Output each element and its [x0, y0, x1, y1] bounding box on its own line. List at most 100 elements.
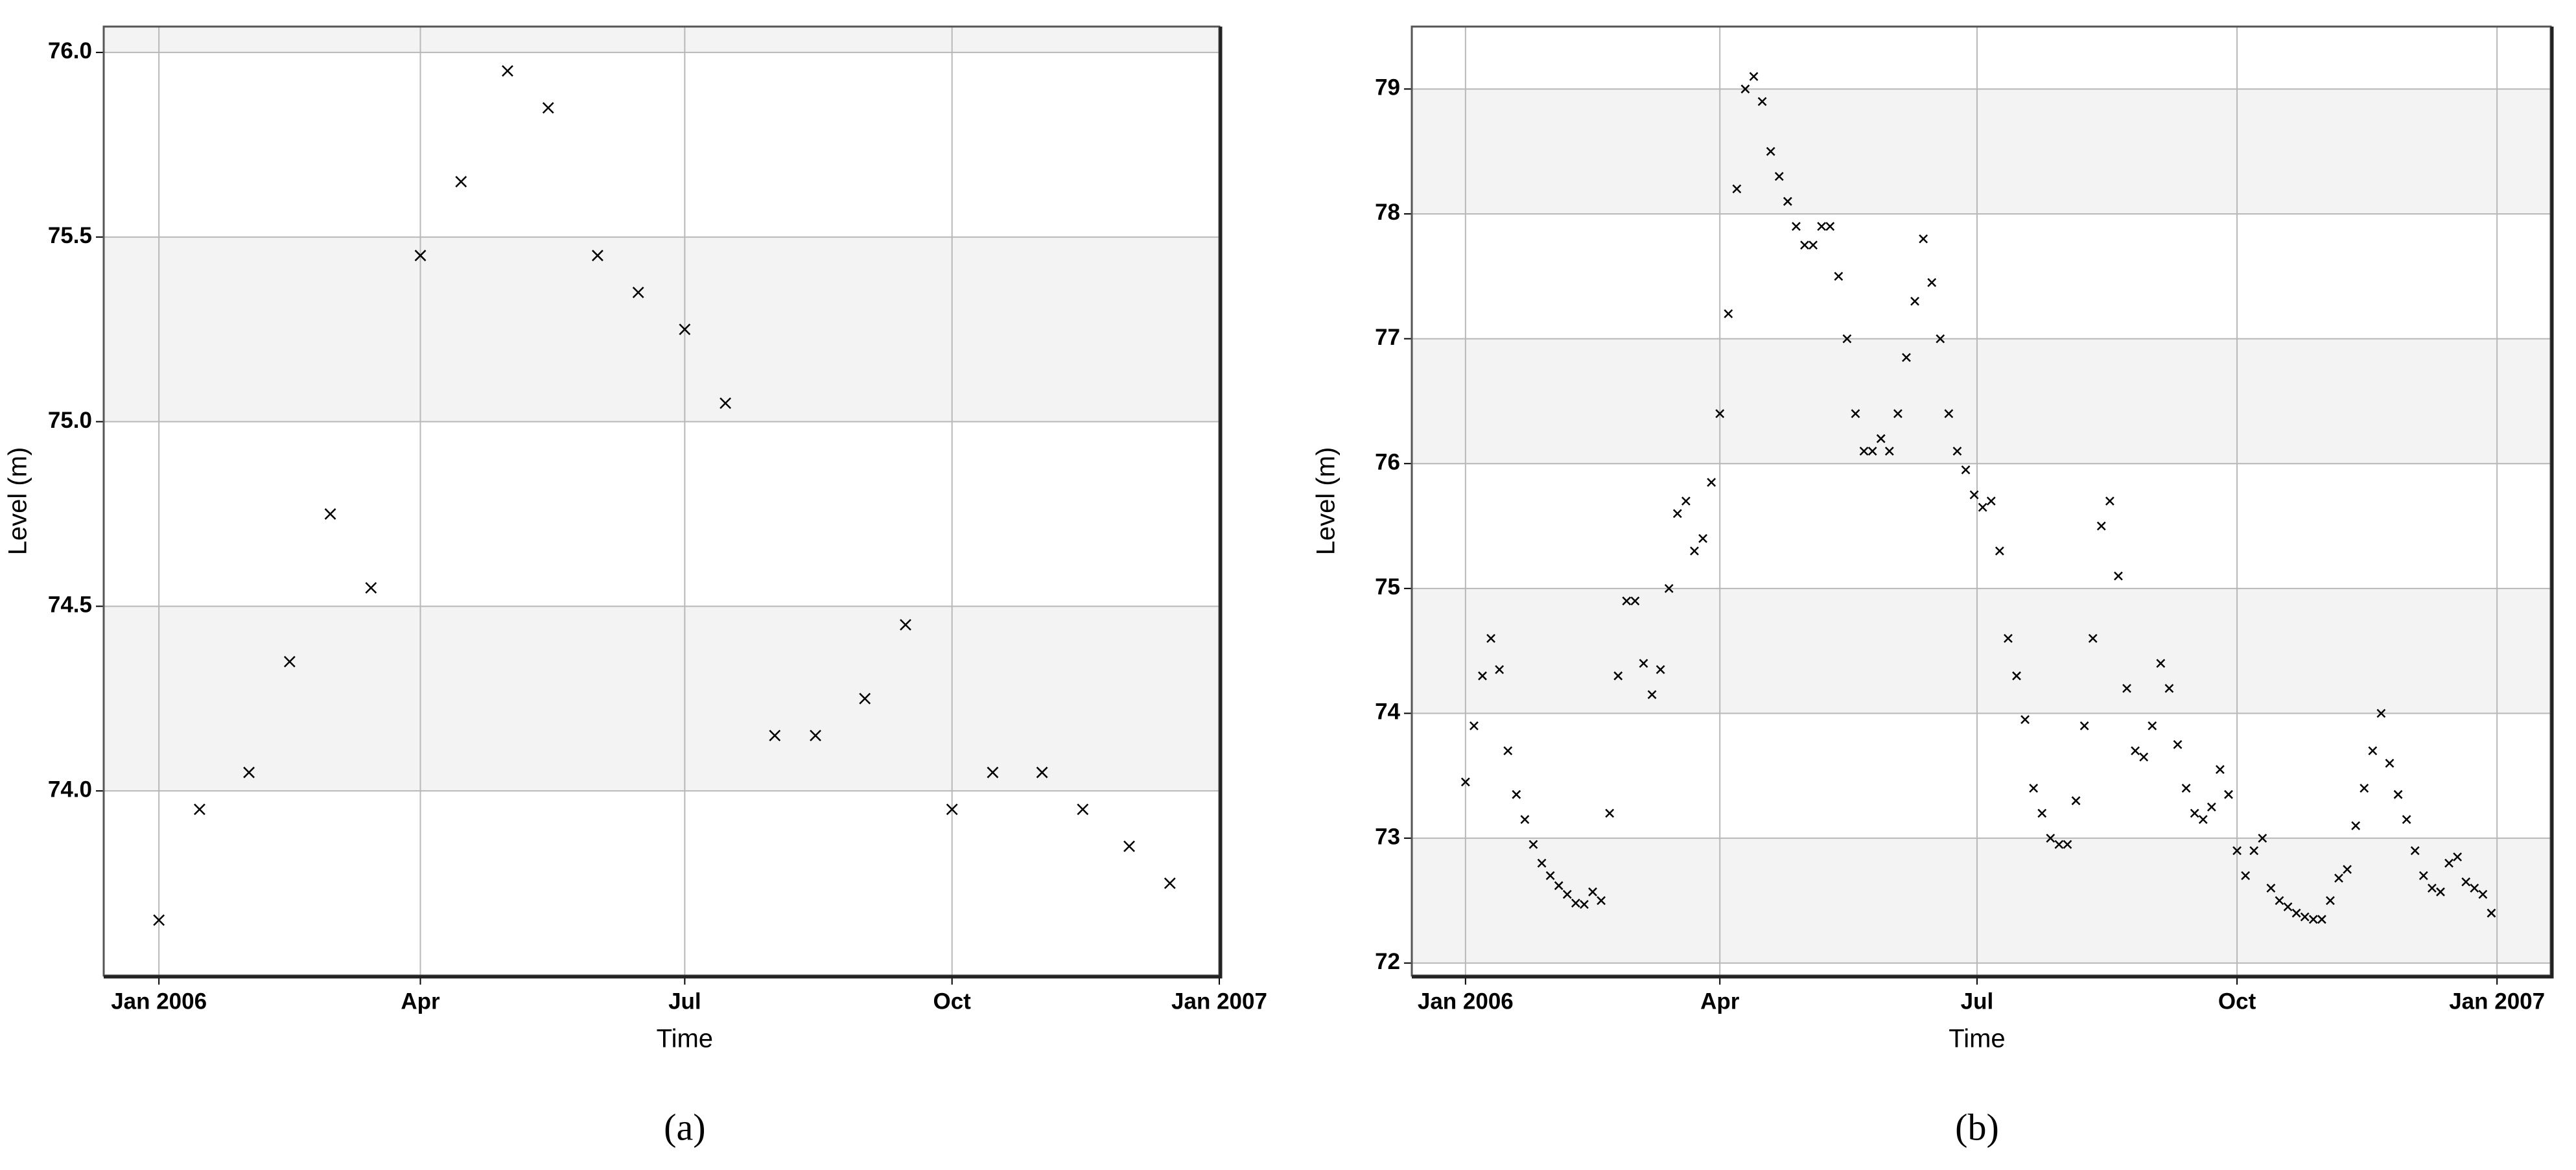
x-tick-label: Apr: [1700, 989, 1740, 1014]
data-marker: [2461, 877, 2471, 887]
data-marker: [2029, 784, 2039, 793]
grid-band: [1412, 89, 2551, 214]
data-marker: [2096, 521, 2106, 531]
data-marker: [1851, 409, 1860, 419]
y-tick-label: 78: [1375, 200, 1400, 225]
x-axis-title: Time: [1949, 1025, 2005, 1053]
data-marker: [2487, 908, 2496, 918]
plot-frame-shadow: [104, 27, 1223, 979]
data-marker: [2164, 684, 2174, 693]
data-marker: [1647, 690, 1657, 699]
x-tick-label: Jan 2006: [1418, 989, 1514, 1014]
x-tick-label: Jul: [1961, 989, 1994, 1014]
data-marker: [2071, 796, 2081, 806]
data-marker: [243, 766, 255, 778]
data-marker: [542, 102, 554, 114]
data-marker: [2436, 887, 2445, 896]
data-marker: [1597, 896, 1606, 906]
grid-band: [1412, 338, 2551, 464]
data-marker: [2385, 758, 2395, 768]
data-marker: [1672, 509, 1682, 519]
data-marker: [1562, 889, 1572, 899]
data-marker: [1478, 671, 1487, 681]
data-marker: [632, 287, 644, 299]
data-marker: [1732, 184, 1742, 194]
x-tick-label: Jul: [668, 989, 701, 1014]
data-marker: [2004, 634, 2013, 643]
data-marker: [2393, 790, 2403, 799]
data-marker: [1486, 634, 1495, 643]
data-marker: [1944, 409, 1954, 419]
data-marker: [2249, 846, 2259, 856]
data-marker: [720, 397, 731, 409]
data-marker: [2359, 784, 2369, 793]
data-marker: [679, 323, 691, 335]
y-axis-title: Level (m): [4, 447, 32, 556]
data-marker: [1902, 353, 1911, 362]
data-marker: [2402, 815, 2411, 825]
data-marker: [2232, 846, 2242, 856]
y-tick-label: 74: [1375, 699, 1400, 725]
data-marker: [2453, 852, 2463, 861]
data-marker: [1512, 790, 1521, 799]
data-marker: [2139, 753, 2149, 762]
data-marker: [2156, 659, 2166, 668]
data-marker: [1995, 546, 2004, 556]
data-marker: [2054, 839, 2064, 849]
data-marker: [2368, 746, 2378, 756]
data-marker: [2300, 912, 2310, 922]
data-marker: [1927, 278, 1937, 287]
data-marker: [365, 581, 377, 594]
data-marker: [2020, 715, 2030, 724]
y-tick-label: 75.5: [48, 223, 92, 248]
data-marker: [502, 65, 513, 77]
data-marker: [1469, 721, 1479, 731]
data-marker: [414, 250, 427, 262]
data-marker: [2258, 834, 2267, 843]
y-tick-label: 74.5: [48, 592, 92, 618]
data-marker: [1952, 447, 1962, 456]
data-marker: [1809, 240, 1818, 250]
data-marker: [1884, 447, 1894, 456]
data-marker: [2275, 896, 2284, 906]
data-marker: [1792, 222, 1801, 231]
chart-panel: 74.0 74.5 75.0 75.5 76.0 Jan 2006 Apr Jul Oct Jan…: [4, 25, 1267, 1148]
data-marker: [2181, 784, 2191, 793]
data-marker: [1783, 196, 1792, 206]
data-marker: [2470, 883, 2479, 893]
grid-band: [104, 237, 1219, 422]
caption: (a): [664, 1106, 705, 1148]
data-marker: [2063, 839, 2072, 849]
data-marker: [1749, 72, 1759, 81]
plot-frame: [102, 25, 1221, 977]
data-marker: [1936, 334, 1945, 344]
grid-band: [1412, 588, 2551, 714]
grid-band: [104, 27, 1219, 53]
data-marker: [1164, 877, 1176, 889]
data-marker: [2148, 721, 2157, 731]
data-marker: [2428, 883, 2437, 893]
data-marker: [2317, 915, 2326, 924]
data-marker: [2114, 571, 2123, 581]
data-marker: [1834, 272, 1844, 281]
data-marker: [987, 766, 999, 778]
data-marker: [2418, 871, 2428, 880]
data-marker: [2122, 684, 2131, 693]
data-marker: [1800, 240, 1809, 250]
data-marker: [1036, 766, 1048, 778]
data-marker: [1978, 502, 1987, 512]
data-marker: [769, 729, 781, 742]
data-marker: [1707, 478, 1716, 487]
data-marker: [859, 692, 871, 705]
y-tick-label: 72: [1375, 949, 1400, 974]
data-marker: [2173, 740, 2183, 749]
y-tick-label: 76: [1375, 449, 1400, 474]
data-marker: [592, 250, 603, 262]
y-axis-title: Level (m): [1312, 447, 1341, 556]
data-marker: [2351, 821, 2361, 830]
data-marker: [194, 803, 205, 815]
data-marker: [2190, 808, 2199, 818]
data-marker: [946, 803, 958, 815]
data-marker: [1919, 234, 1928, 244]
data-marker: [1622, 596, 1632, 605]
